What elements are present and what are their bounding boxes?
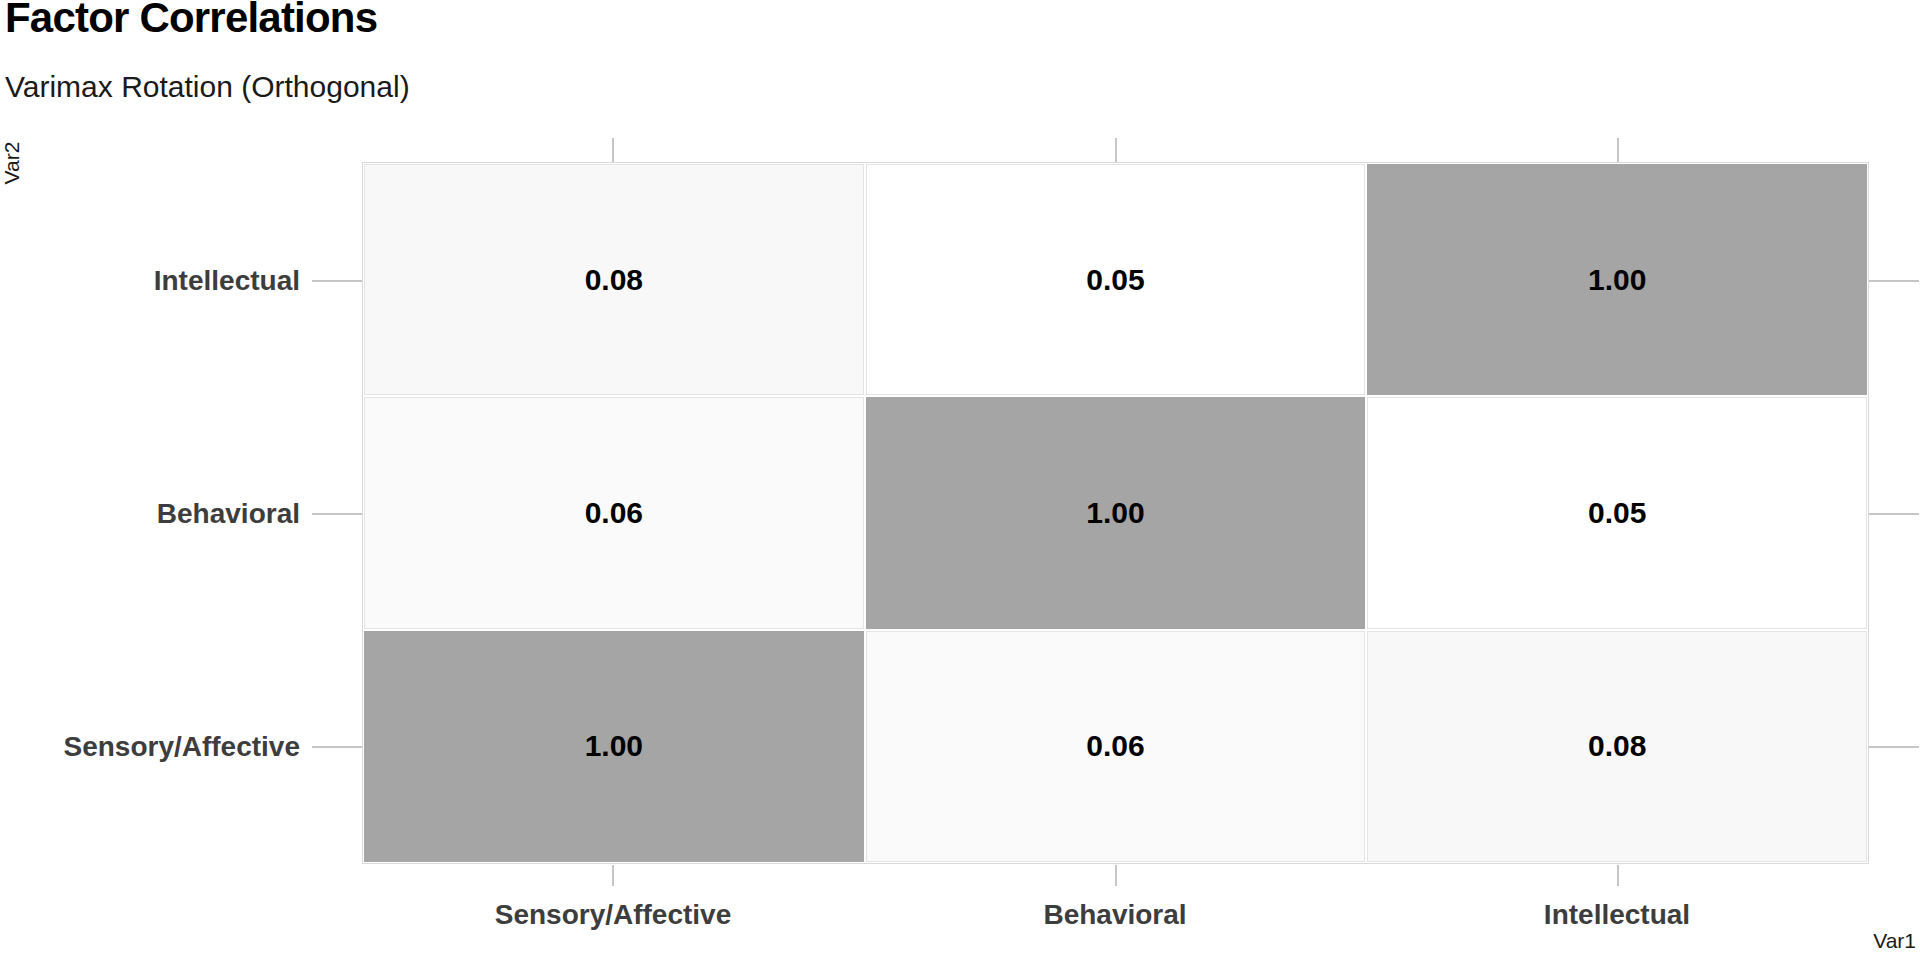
- y-axis-tick: [312, 513, 362, 515]
- x-axis-label-intellectual: Intellectual: [1366, 897, 1868, 933]
- heatmap-cell-behavioral-intellectual[interactable]: 0.05: [1367, 397, 1867, 628]
- y-axis-tick: [312, 280, 362, 282]
- x-axis-label-behavioral: Behavioral: [864, 897, 1366, 933]
- x-axis-tick: [1617, 138, 1619, 163]
- x-axis-label-sensory-affective: Sensory/Affective: [362, 897, 864, 933]
- y-axis-tick: [1869, 746, 1919, 748]
- heatmap-cell-behavioral-sensory-affective[interactable]: 0.06: [364, 397, 864, 628]
- heatmap-cell-intellectual-sensory-affective[interactable]: 0.08: [364, 164, 864, 395]
- chart-subtitle: Varimax Rotation (Orthogonal): [5, 70, 410, 104]
- y-axis-label-sensory-affective: Sensory/Affective: [0, 729, 300, 765]
- heatmap-plot: 0.08 0.05 1.00 0.06 1.00 0.05 1.00 0.06 …: [362, 162, 1869, 864]
- x-axis-tick: [612, 865, 614, 886]
- chart-title: Factor Correlations: [5, 0, 377, 42]
- heatmap-cell-sensory-affective-behavioral[interactable]: 0.06: [866, 631, 1366, 862]
- heatmap-cell-intellectual-intellectual[interactable]: 1.00: [1367, 164, 1867, 395]
- x-axis-tick: [1115, 865, 1117, 886]
- heatmap-cell-sensory-affective-intellectual[interactable]: 0.08: [1367, 631, 1867, 862]
- y-axis-label-intellectual: Intellectual: [0, 263, 300, 299]
- y-axis-tick: [1869, 513, 1919, 515]
- y-axis-label-behavioral: Behavioral: [0, 496, 300, 532]
- chart-canvas: Factor Correlations Varimax Rotation (Or…: [0, 0, 1920, 960]
- heatmap-grid: 0.08 0.05 1.00 0.06 1.00 0.05 1.00 0.06 …: [364, 164, 1867, 862]
- y-axis-name: Var2: [0, 140, 24, 186]
- y-axis-tick: [1869, 280, 1919, 282]
- heatmap-cell-intellectual-behavioral[interactable]: 0.05: [866, 164, 1366, 395]
- x-axis-tick: [612, 138, 614, 163]
- heatmap-cell-behavioral-behavioral[interactable]: 1.00: [866, 397, 1366, 628]
- y-axis-tick: [312, 746, 362, 748]
- x-axis-tick: [1617, 865, 1619, 886]
- x-axis-tick: [1115, 138, 1117, 163]
- heatmap-cell-sensory-affective-sensory-affective[interactable]: 1.00: [364, 631, 864, 862]
